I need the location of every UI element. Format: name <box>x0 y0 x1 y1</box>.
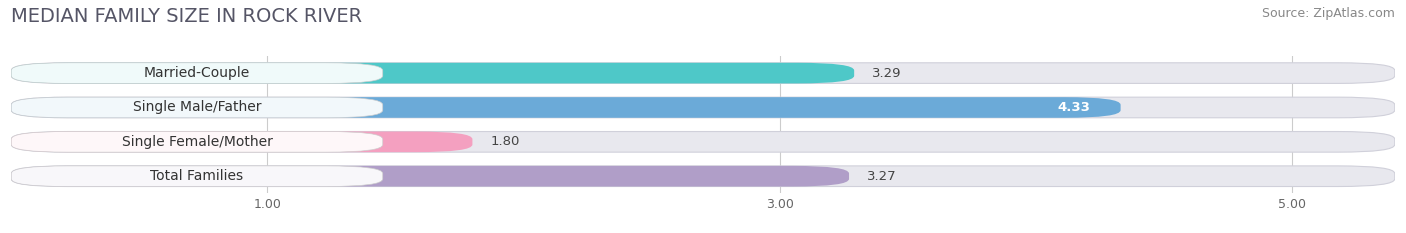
FancyBboxPatch shape <box>11 63 855 83</box>
Text: Married-Couple: Married-Couple <box>143 66 250 80</box>
FancyBboxPatch shape <box>11 131 382 152</box>
Text: 3.29: 3.29 <box>872 67 901 80</box>
FancyBboxPatch shape <box>11 131 1395 152</box>
FancyBboxPatch shape <box>11 166 1395 186</box>
FancyBboxPatch shape <box>11 63 382 83</box>
FancyBboxPatch shape <box>11 131 472 152</box>
FancyBboxPatch shape <box>11 97 1121 118</box>
Text: Total Families: Total Families <box>150 169 243 183</box>
Text: 3.27: 3.27 <box>868 170 897 183</box>
Text: MEDIAN FAMILY SIZE IN ROCK RIVER: MEDIAN FAMILY SIZE IN ROCK RIVER <box>11 7 363 26</box>
Text: Single Male/Father: Single Male/Father <box>132 100 262 114</box>
Text: Source: ZipAtlas.com: Source: ZipAtlas.com <box>1261 7 1395 20</box>
FancyBboxPatch shape <box>11 166 849 186</box>
Text: Single Female/Mother: Single Female/Mother <box>121 135 273 149</box>
Text: 1.80: 1.80 <box>491 135 520 148</box>
FancyBboxPatch shape <box>11 166 382 186</box>
FancyBboxPatch shape <box>11 97 1395 118</box>
FancyBboxPatch shape <box>11 97 382 118</box>
Text: 4.33: 4.33 <box>1057 101 1090 114</box>
FancyBboxPatch shape <box>11 63 1395 83</box>
